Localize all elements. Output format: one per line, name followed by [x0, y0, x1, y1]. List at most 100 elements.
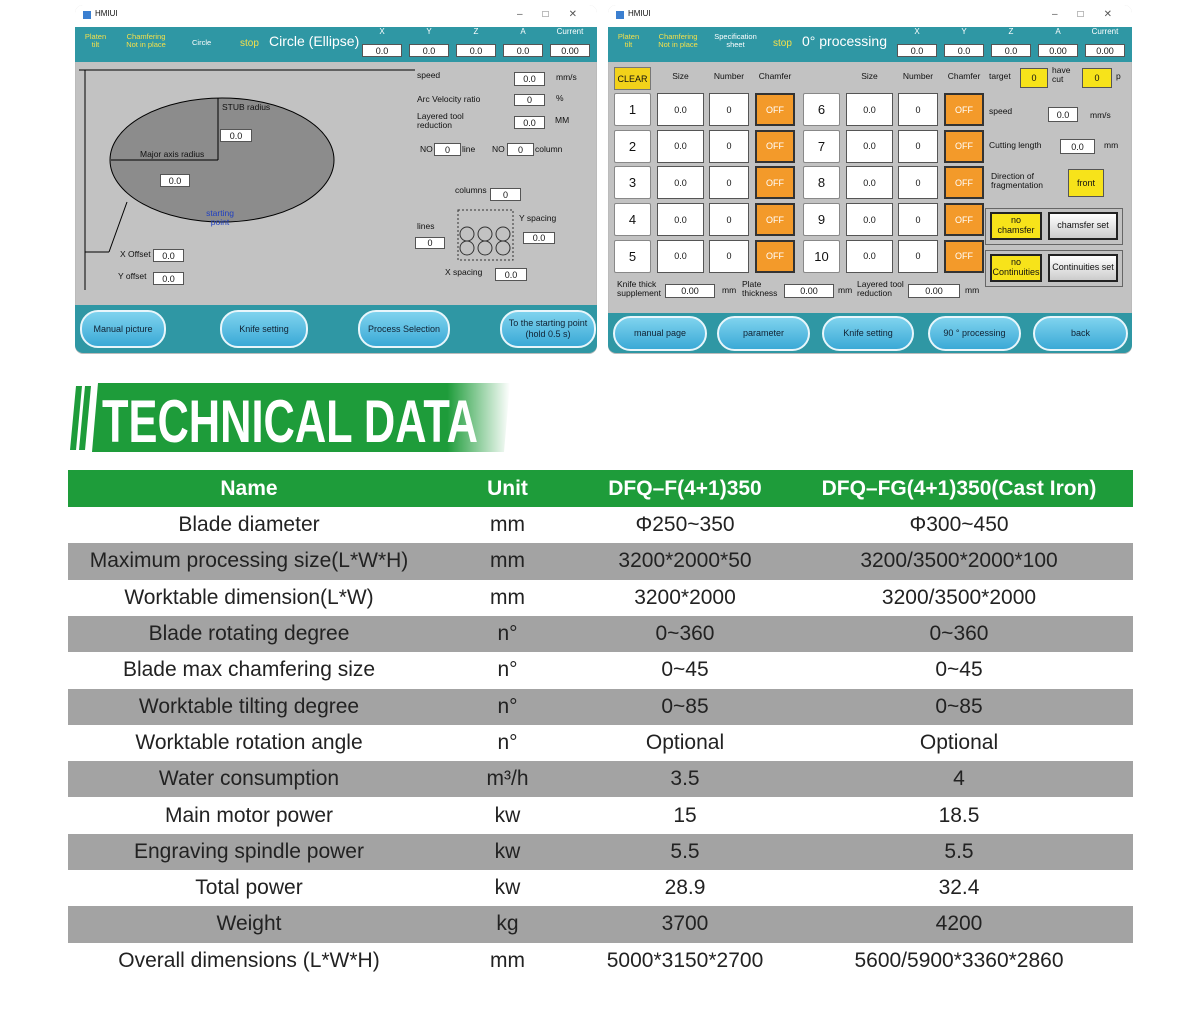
- status-text: Platen tilt: [84, 32, 107, 50]
- direction-button[interactable]: front: [1068, 169, 1104, 197]
- size-value: 0.0: [657, 93, 704, 126]
- status-text: Platen tilt: [617, 32, 640, 50]
- axis-value: 0.0: [362, 44, 402, 57]
- field-value: 0: [415, 237, 445, 249]
- mode: Circle (Ellipse): [269, 33, 360, 49]
- row-number[interactable]: 10: [803, 239, 840, 273]
- hole: [477, 226, 493, 242]
- button[interactable]: Process Selection: [358, 310, 450, 348]
- table-cell: mm: [490, 948, 525, 972]
- hole: [459, 240, 475, 256]
- ellipse: [109, 97, 335, 223]
- button[interactable]: Knife setting: [220, 310, 308, 348]
- toggle-button[interactable]: no chamsfer: [990, 212, 1042, 240]
- column-header: Number: [713, 71, 745, 81]
- axis-label: X: [914, 27, 920, 36]
- table-cell: kg: [496, 912, 519, 936]
- button[interactable]: back: [1033, 316, 1128, 351]
- hole: [459, 226, 475, 242]
- chamfer-toggle[interactable]: OFF: [944, 129, 984, 163]
- chamfer-toggle[interactable]: OFF: [944, 166, 984, 200]
- toggle-button[interactable]: Continuities set: [1048, 254, 1118, 282]
- table-cell: 0~85: [661, 694, 709, 718]
- number-value: 0: [898, 203, 938, 237]
- row-number[interactable]: 9: [803, 203, 840, 237]
- clear-button[interactable]: CLEAR: [614, 67, 651, 90]
- table-cell: mm: [490, 549, 525, 573]
- button[interactable]: manual page: [613, 316, 707, 351]
- note: starting point: [206, 208, 234, 228]
- field-label: STUB radius: [222, 102, 271, 112]
- button[interactable]: To the starting point (hold 0.5 s): [500, 310, 596, 348]
- table-cell: Engraving spindle power: [134, 839, 364, 863]
- field-unit: line: [462, 144, 476, 154]
- table-cell: Worktable rotation angle: [135, 730, 363, 754]
- axis-value: 0.00: [1085, 44, 1125, 57]
- field-label: Cutting length: [989, 140, 1042, 150]
- heading: TECHNICAL DATA: [102, 388, 478, 455]
- size-value: 0.0: [846, 203, 893, 237]
- toggle-button[interactable]: no Continuities: [990, 254, 1042, 282]
- group-box: [985, 208, 1123, 245]
- field-value: 0.0: [153, 272, 184, 285]
- table-cell: kw: [494, 839, 521, 863]
- table-cell: Φ300~450: [909, 513, 1009, 537]
- toggle-button[interactable]: chamsfer set: [1048, 212, 1118, 240]
- status-text: Specification sheet: [714, 32, 757, 50]
- hole: [495, 240, 511, 256]
- row-number[interactable]: 1: [614, 93, 651, 126]
- table-cell: 0~360: [655, 622, 715, 646]
- chamfer-toggle[interactable]: OFF: [944, 239, 984, 273]
- row-number[interactable]: 5: [614, 239, 651, 273]
- hole: [477, 240, 493, 256]
- button[interactable]: Knife setting: [822, 316, 914, 351]
- chamfer-toggle[interactable]: OFF: [755, 166, 795, 200]
- chamfer-toggle[interactable]: OFF: [755, 129, 795, 163]
- table-cell: Total power: [195, 876, 303, 900]
- field-unit: mm: [722, 285, 737, 295]
- status-text: stop: [240, 38, 259, 49]
- offset-arrow: [108, 201, 128, 253]
- table-cell: Optional: [645, 730, 725, 754]
- field-value: 0.00: [908, 284, 960, 298]
- window-title: HMIUI: [95, 9, 118, 18]
- row-number[interactable]: 8: [803, 166, 840, 200]
- field-label: speed: [989, 106, 1013, 116]
- field-value: 0.0: [514, 116, 545, 129]
- chamfer-toggle[interactable]: OFF: [755, 239, 795, 273]
- row-number[interactable]: 2: [614, 129, 651, 163]
- table-row: [68, 652, 1133, 689]
- button[interactable]: parameter: [717, 316, 810, 351]
- field-value: 0.0: [514, 72, 545, 86]
- table-row: [68, 833, 1133, 870]
- axis-value: 0.0: [897, 44, 937, 57]
- chamfer-toggle[interactable]: OFF: [755, 203, 795, 237]
- row-number[interactable]: 4: [614, 203, 651, 237]
- field-value: 0: [490, 188, 521, 201]
- chamfer-toggle[interactable]: OFF: [944, 203, 984, 237]
- field-value: 0: [1020, 68, 1048, 88]
- field-unit: mm: [838, 285, 853, 295]
- row-number[interactable]: 3: [614, 166, 651, 200]
- axis-value: 0.0: [456, 44, 496, 57]
- button[interactable]: 90 ° processing: [928, 316, 1021, 351]
- field-label: X Offset: [120, 249, 151, 259]
- field-value: 0.0: [523, 232, 555, 244]
- axis-label: Z: [473, 27, 479, 36]
- size-value: 0.0: [657, 129, 704, 163]
- row-number[interactable]: 7: [803, 129, 840, 163]
- table-cell: Worktable tilting degree: [138, 694, 360, 718]
- field-label: lines: [417, 221, 435, 231]
- axis-value: 0.0: [409, 44, 449, 57]
- axis-label: Z: [1008, 27, 1014, 36]
- field-value: 0: [507, 143, 534, 156]
- size-value: 0.0: [846, 239, 893, 273]
- row-number[interactable]: 6: [803, 93, 840, 126]
- chamfer-toggle[interactable]: OFF: [755, 93, 795, 126]
- window-controls: –□✕: [1052, 9, 1132, 20]
- title-bar: [608, 5, 1132, 27]
- chamfer-toggle[interactable]: OFF: [944, 93, 984, 126]
- button[interactable]: Manual picture: [80, 310, 166, 348]
- table-cell: 0~360: [929, 622, 989, 646]
